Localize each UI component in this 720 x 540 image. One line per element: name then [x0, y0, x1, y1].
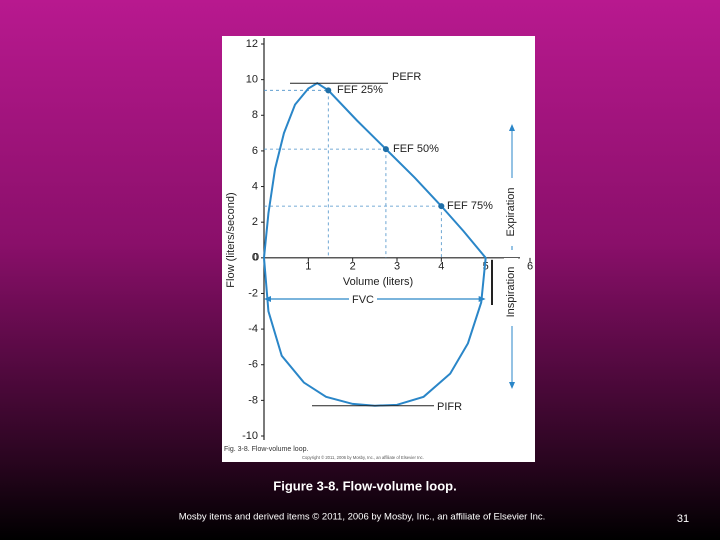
- annotation: FVC: [352, 294, 374, 306]
- annotation: Expiration: [505, 188, 517, 237]
- page-number: 31: [677, 513, 689, 525]
- y-tick-label: -4: [248, 323, 258, 335]
- slide-footer: Mosby items and derived items © 2011, 20…: [179, 512, 546, 523]
- figure-background: [222, 36, 535, 462]
- annotation: Inspiration: [505, 267, 517, 318]
- y-tick-label: -8: [248, 394, 258, 406]
- y-tick-label: -6: [248, 359, 258, 371]
- y-tick-label: 6: [252, 145, 258, 157]
- figure-label: Fig. 3-8. Flow-volume loop.: [224, 446, 308, 453]
- label-bg: [504, 178, 518, 246]
- x-tick-label: 3: [394, 261, 400, 273]
- x-tick-label: 6: [527, 261, 533, 273]
- y-tick-label: 8: [252, 109, 258, 121]
- y-tick-label: 2: [252, 216, 258, 228]
- annotation: FEF 75%: [447, 200, 493, 212]
- label-bg: [504, 258, 518, 326]
- y-tick-label: 10: [246, 74, 258, 86]
- y-tick-label: 4: [252, 180, 258, 192]
- x-axis-label: Volume (liters): [343, 276, 413, 288]
- fef-point: [382, 146, 389, 153]
- annotation: FEF 50%: [393, 143, 439, 155]
- fef-point: [438, 203, 445, 210]
- x-tick-label: 2: [350, 261, 356, 273]
- label-bg: [349, 293, 377, 307]
- slide-caption: Figure 3-8. Flow-volume loop.: [273, 478, 456, 493]
- annotation: FEF 25%: [337, 84, 383, 96]
- fef-point: [325, 87, 332, 94]
- x-tick-label: 1: [305, 261, 311, 273]
- x-tick-label: 0: [253, 252, 259, 264]
- annotation: PEFR: [392, 71, 421, 83]
- image-credit: Copyright © 2011, 2006 by Mosby, Inc., a…: [302, 455, 424, 460]
- flow-volume-loop: [263, 82, 487, 407]
- y-tick-label: -10: [242, 430, 258, 442]
- y-tick-label: -2: [248, 287, 258, 299]
- annotation: PIFR: [437, 401, 462, 413]
- y-axis-label: Flow (liters/second): [225, 192, 237, 287]
- y-tick-label: 0: [252, 252, 258, 264]
- x-tick-label: 4: [438, 261, 444, 273]
- y-tick-label: 12: [246, 38, 258, 50]
